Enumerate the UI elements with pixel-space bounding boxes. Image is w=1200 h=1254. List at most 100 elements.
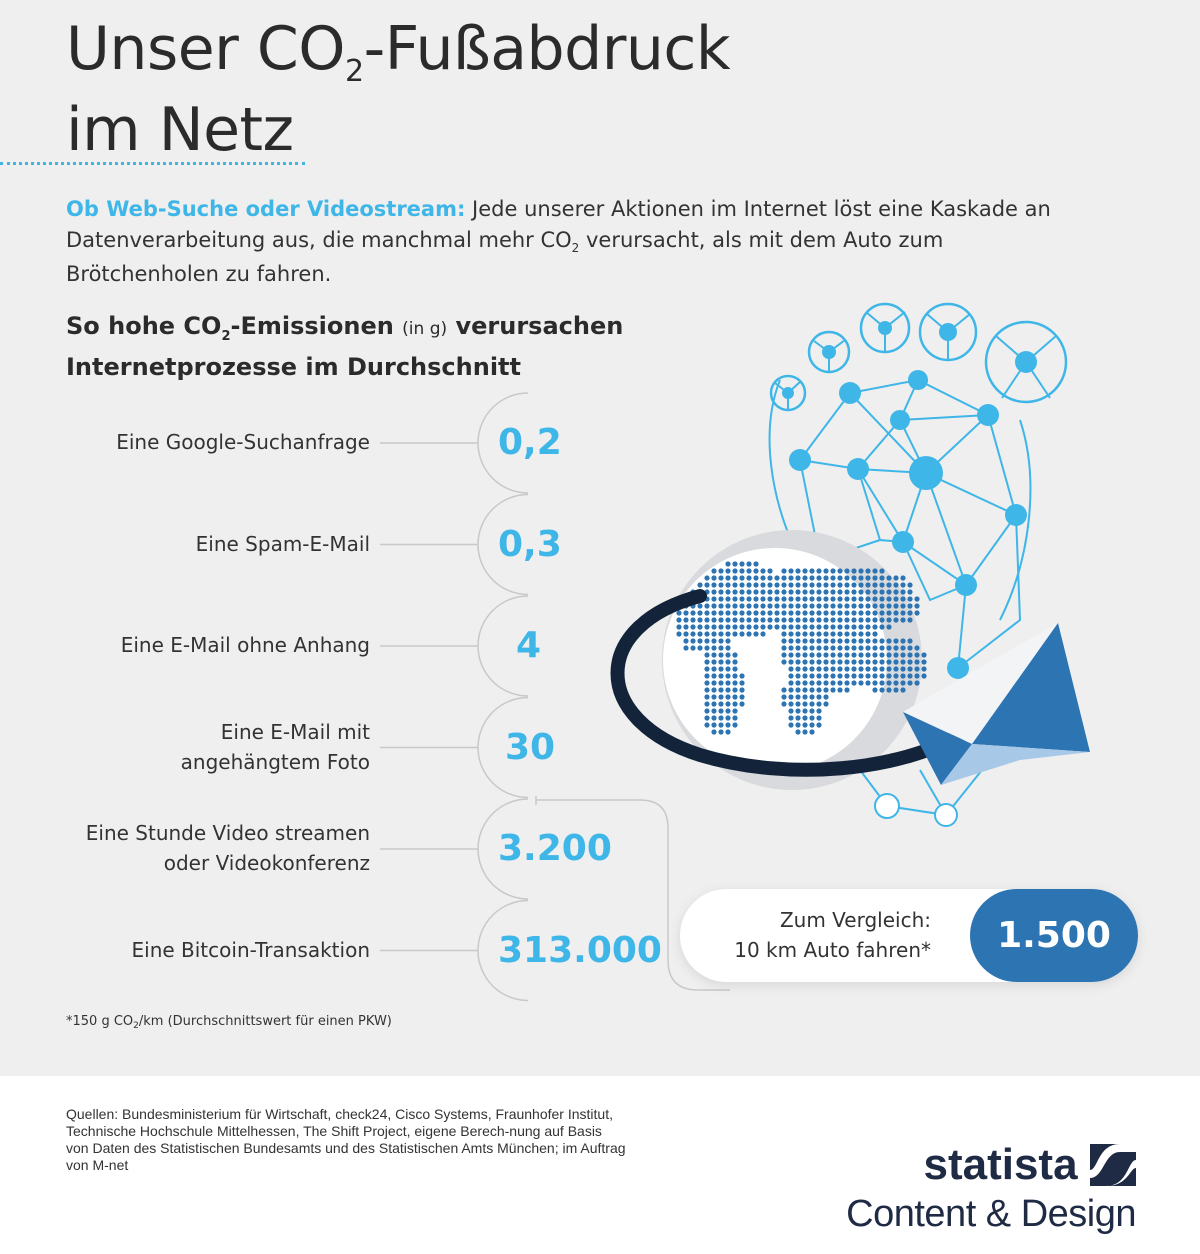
globe-dot (872, 575, 878, 581)
globe-dot (718, 701, 724, 707)
globe-dot (732, 652, 738, 658)
globe-dot (711, 568, 717, 574)
globe-dot (788, 631, 794, 637)
globe-dot (886, 680, 892, 686)
globe-dot (809, 624, 815, 630)
globe-dot (795, 673, 801, 679)
globe-dot (788, 624, 794, 630)
globe-dot (732, 589, 738, 595)
globe-dot (781, 610, 787, 616)
globe-dot (711, 680, 717, 686)
globe-dot (844, 687, 850, 693)
globe-dot (781, 568, 787, 574)
globe-dot (858, 666, 864, 672)
globe-dot (879, 673, 885, 679)
globe-dot (697, 631, 703, 637)
globe-dot (851, 673, 857, 679)
globe-dot (837, 666, 843, 672)
globe-dot (704, 624, 710, 630)
row-value: 313.000 (498, 929, 662, 971)
globe-dot (711, 687, 717, 693)
globe-dot (739, 596, 745, 602)
globe-dot (718, 603, 724, 609)
brand-name: statista (923, 1140, 1078, 1189)
row-arc (477, 798, 529, 900)
row-label: Eine Spam-E-Mail (195, 531, 370, 556)
globe-dot (788, 575, 794, 581)
globe-dot (802, 722, 808, 728)
globe-dot (830, 666, 836, 672)
globe-dot (865, 603, 871, 609)
globe-dot (795, 624, 801, 630)
globe-dot (711, 645, 717, 651)
globe-dot (809, 680, 815, 686)
globe-dot (858, 582, 864, 588)
globe-dot (711, 701, 717, 707)
globe-dot (914, 652, 920, 658)
globe-dot (788, 652, 794, 658)
globe-dot (746, 596, 752, 602)
globe-dot (781, 575, 787, 581)
globe-dot (753, 568, 759, 574)
globe (663, 548, 887, 772)
globe-dot (697, 645, 703, 651)
globe-dot (823, 680, 829, 686)
globe-dot (802, 694, 808, 700)
globe-dot (725, 624, 731, 630)
globe-dot (767, 603, 773, 609)
globe-dot (893, 582, 899, 588)
globe-dot (893, 680, 899, 686)
globe-dot (704, 575, 710, 581)
globe-dot (802, 652, 808, 658)
globe-dot (865, 610, 871, 616)
globe-dot (837, 617, 843, 623)
globe-dot (788, 617, 794, 623)
globe-dot (753, 582, 759, 588)
globe-dot (809, 568, 815, 574)
globe-dot (788, 687, 794, 693)
globe-dot (879, 596, 885, 602)
globe-dot (879, 568, 885, 574)
globe-dot (725, 568, 731, 574)
globe-dot (795, 715, 801, 721)
sources-text: Quellen: Bundesministerium für Wirtschaf… (66, 1106, 626, 1173)
globe-dot (746, 631, 752, 637)
globe-dot (879, 652, 885, 658)
globe-dot (704, 610, 710, 616)
globe-dot (704, 722, 710, 728)
globe-dot (823, 589, 829, 595)
globe-dot (830, 610, 836, 616)
globe-dot (837, 589, 843, 595)
globe-dot (711, 729, 717, 735)
globe-dot (872, 589, 878, 595)
globe-dot (739, 687, 745, 693)
globe-dot (914, 673, 920, 679)
globe-dot (788, 680, 794, 686)
globe-dot (823, 638, 829, 644)
globe-dot (837, 610, 843, 616)
globe-dot (781, 596, 787, 602)
globe-dot (732, 680, 738, 686)
globe-dot (732, 701, 738, 707)
row-label: Eine Bitcoin-Transaktion (131, 937, 371, 962)
globe-dot (802, 659, 808, 665)
globe-dot (732, 715, 738, 721)
globe-dot (823, 568, 829, 574)
globe-dot (683, 617, 689, 623)
globe-dot (683, 631, 689, 637)
globe-dot (865, 624, 871, 630)
globe-dot (690, 610, 696, 616)
globe-dot (809, 610, 815, 616)
globe-dot (781, 652, 787, 658)
globe-dot (872, 659, 878, 665)
globe-dot (851, 582, 857, 588)
globe-dot (844, 673, 850, 679)
globe-dot (900, 652, 906, 658)
globe-dot (851, 666, 857, 672)
globe-dot (802, 715, 808, 721)
globe-dot (865, 673, 871, 679)
globe-dot (830, 589, 836, 595)
globe-dot (732, 561, 738, 567)
globe-dot (732, 575, 738, 581)
brand-subline: Content & Design (846, 1193, 1136, 1235)
